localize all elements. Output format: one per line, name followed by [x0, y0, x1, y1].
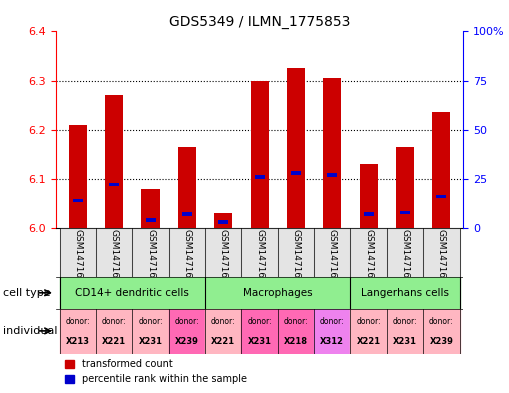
- Bar: [178, 147, 196, 228]
- Text: X239: X239: [175, 336, 199, 345]
- Text: GSM1471634: GSM1471634: [219, 230, 228, 290]
- Bar: [96, 309, 132, 354]
- Bar: [205, 309, 241, 354]
- Text: X312: X312: [320, 336, 344, 345]
- Bar: [250, 81, 269, 228]
- Bar: [387, 309, 423, 354]
- Text: donor:: donor:: [211, 317, 236, 326]
- Text: donor:: donor:: [284, 317, 308, 326]
- Bar: [109, 183, 119, 186]
- Bar: [168, 309, 205, 354]
- Text: GSM1471632: GSM1471632: [182, 230, 191, 290]
- Bar: [436, 195, 446, 198]
- Text: GSM1471633: GSM1471633: [292, 230, 300, 290]
- Text: X221: X221: [357, 336, 381, 345]
- Bar: [396, 147, 414, 228]
- Bar: [363, 213, 374, 216]
- Bar: [69, 125, 87, 228]
- Bar: [254, 175, 265, 178]
- Text: GSM1471638: GSM1471638: [401, 230, 410, 290]
- Bar: [218, 220, 228, 224]
- Bar: [351, 309, 387, 354]
- Text: donor:: donor:: [429, 317, 454, 326]
- Bar: [146, 219, 156, 222]
- Text: Macrophages: Macrophages: [243, 288, 313, 298]
- Text: GSM1471637: GSM1471637: [364, 230, 373, 290]
- Text: donor:: donor:: [320, 317, 345, 326]
- Title: GDS5349 / ILMN_1775853: GDS5349 / ILMN_1775853: [169, 15, 350, 29]
- Text: X221: X221: [211, 336, 235, 345]
- Bar: [60, 277, 205, 309]
- Text: GSM1471639: GSM1471639: [437, 230, 446, 290]
- Bar: [60, 309, 96, 354]
- Text: X221: X221: [102, 336, 126, 345]
- Text: individual: individual: [3, 326, 57, 336]
- Bar: [182, 213, 192, 216]
- Text: donor:: donor:: [102, 317, 126, 326]
- Text: donor:: donor:: [138, 317, 163, 326]
- Bar: [327, 173, 337, 176]
- Bar: [214, 213, 232, 228]
- Text: GSM1471636: GSM1471636: [328, 230, 337, 290]
- Text: X218: X218: [284, 336, 308, 345]
- Text: GSM1471630: GSM1471630: [109, 230, 119, 290]
- Bar: [142, 189, 160, 228]
- Text: X213: X213: [66, 336, 90, 345]
- Bar: [205, 277, 351, 309]
- Bar: [291, 171, 301, 174]
- Bar: [287, 68, 305, 228]
- Bar: [314, 309, 351, 354]
- Bar: [132, 309, 168, 354]
- Text: donor:: donor:: [247, 317, 272, 326]
- Text: X231: X231: [247, 336, 272, 345]
- Bar: [432, 112, 450, 228]
- Text: donor:: donor:: [356, 317, 381, 326]
- Bar: [323, 78, 342, 228]
- Text: GSM1471635: GSM1471635: [255, 230, 264, 290]
- Legend: transformed count, percentile rank within the sample: transformed count, percentile rank withi…: [61, 356, 251, 388]
- Bar: [105, 95, 123, 228]
- Bar: [423, 309, 460, 354]
- Text: Langerhans cells: Langerhans cells: [361, 288, 449, 298]
- Bar: [400, 211, 410, 214]
- Text: X239: X239: [430, 336, 454, 345]
- Bar: [241, 309, 278, 354]
- Bar: [359, 164, 378, 228]
- Text: CD14+ dendritic cells: CD14+ dendritic cells: [75, 288, 189, 298]
- Bar: [351, 277, 460, 309]
- Text: donor:: donor:: [393, 317, 417, 326]
- Text: X231: X231: [138, 336, 162, 345]
- Bar: [278, 309, 314, 354]
- Bar: [73, 199, 83, 202]
- Text: X231: X231: [393, 336, 417, 345]
- Text: donor:: donor:: [66, 317, 90, 326]
- Text: cell type: cell type: [3, 288, 50, 298]
- Text: donor:: donor:: [175, 317, 199, 326]
- Text: GSM1471629: GSM1471629: [73, 230, 82, 290]
- Text: GSM1471631: GSM1471631: [146, 230, 155, 290]
